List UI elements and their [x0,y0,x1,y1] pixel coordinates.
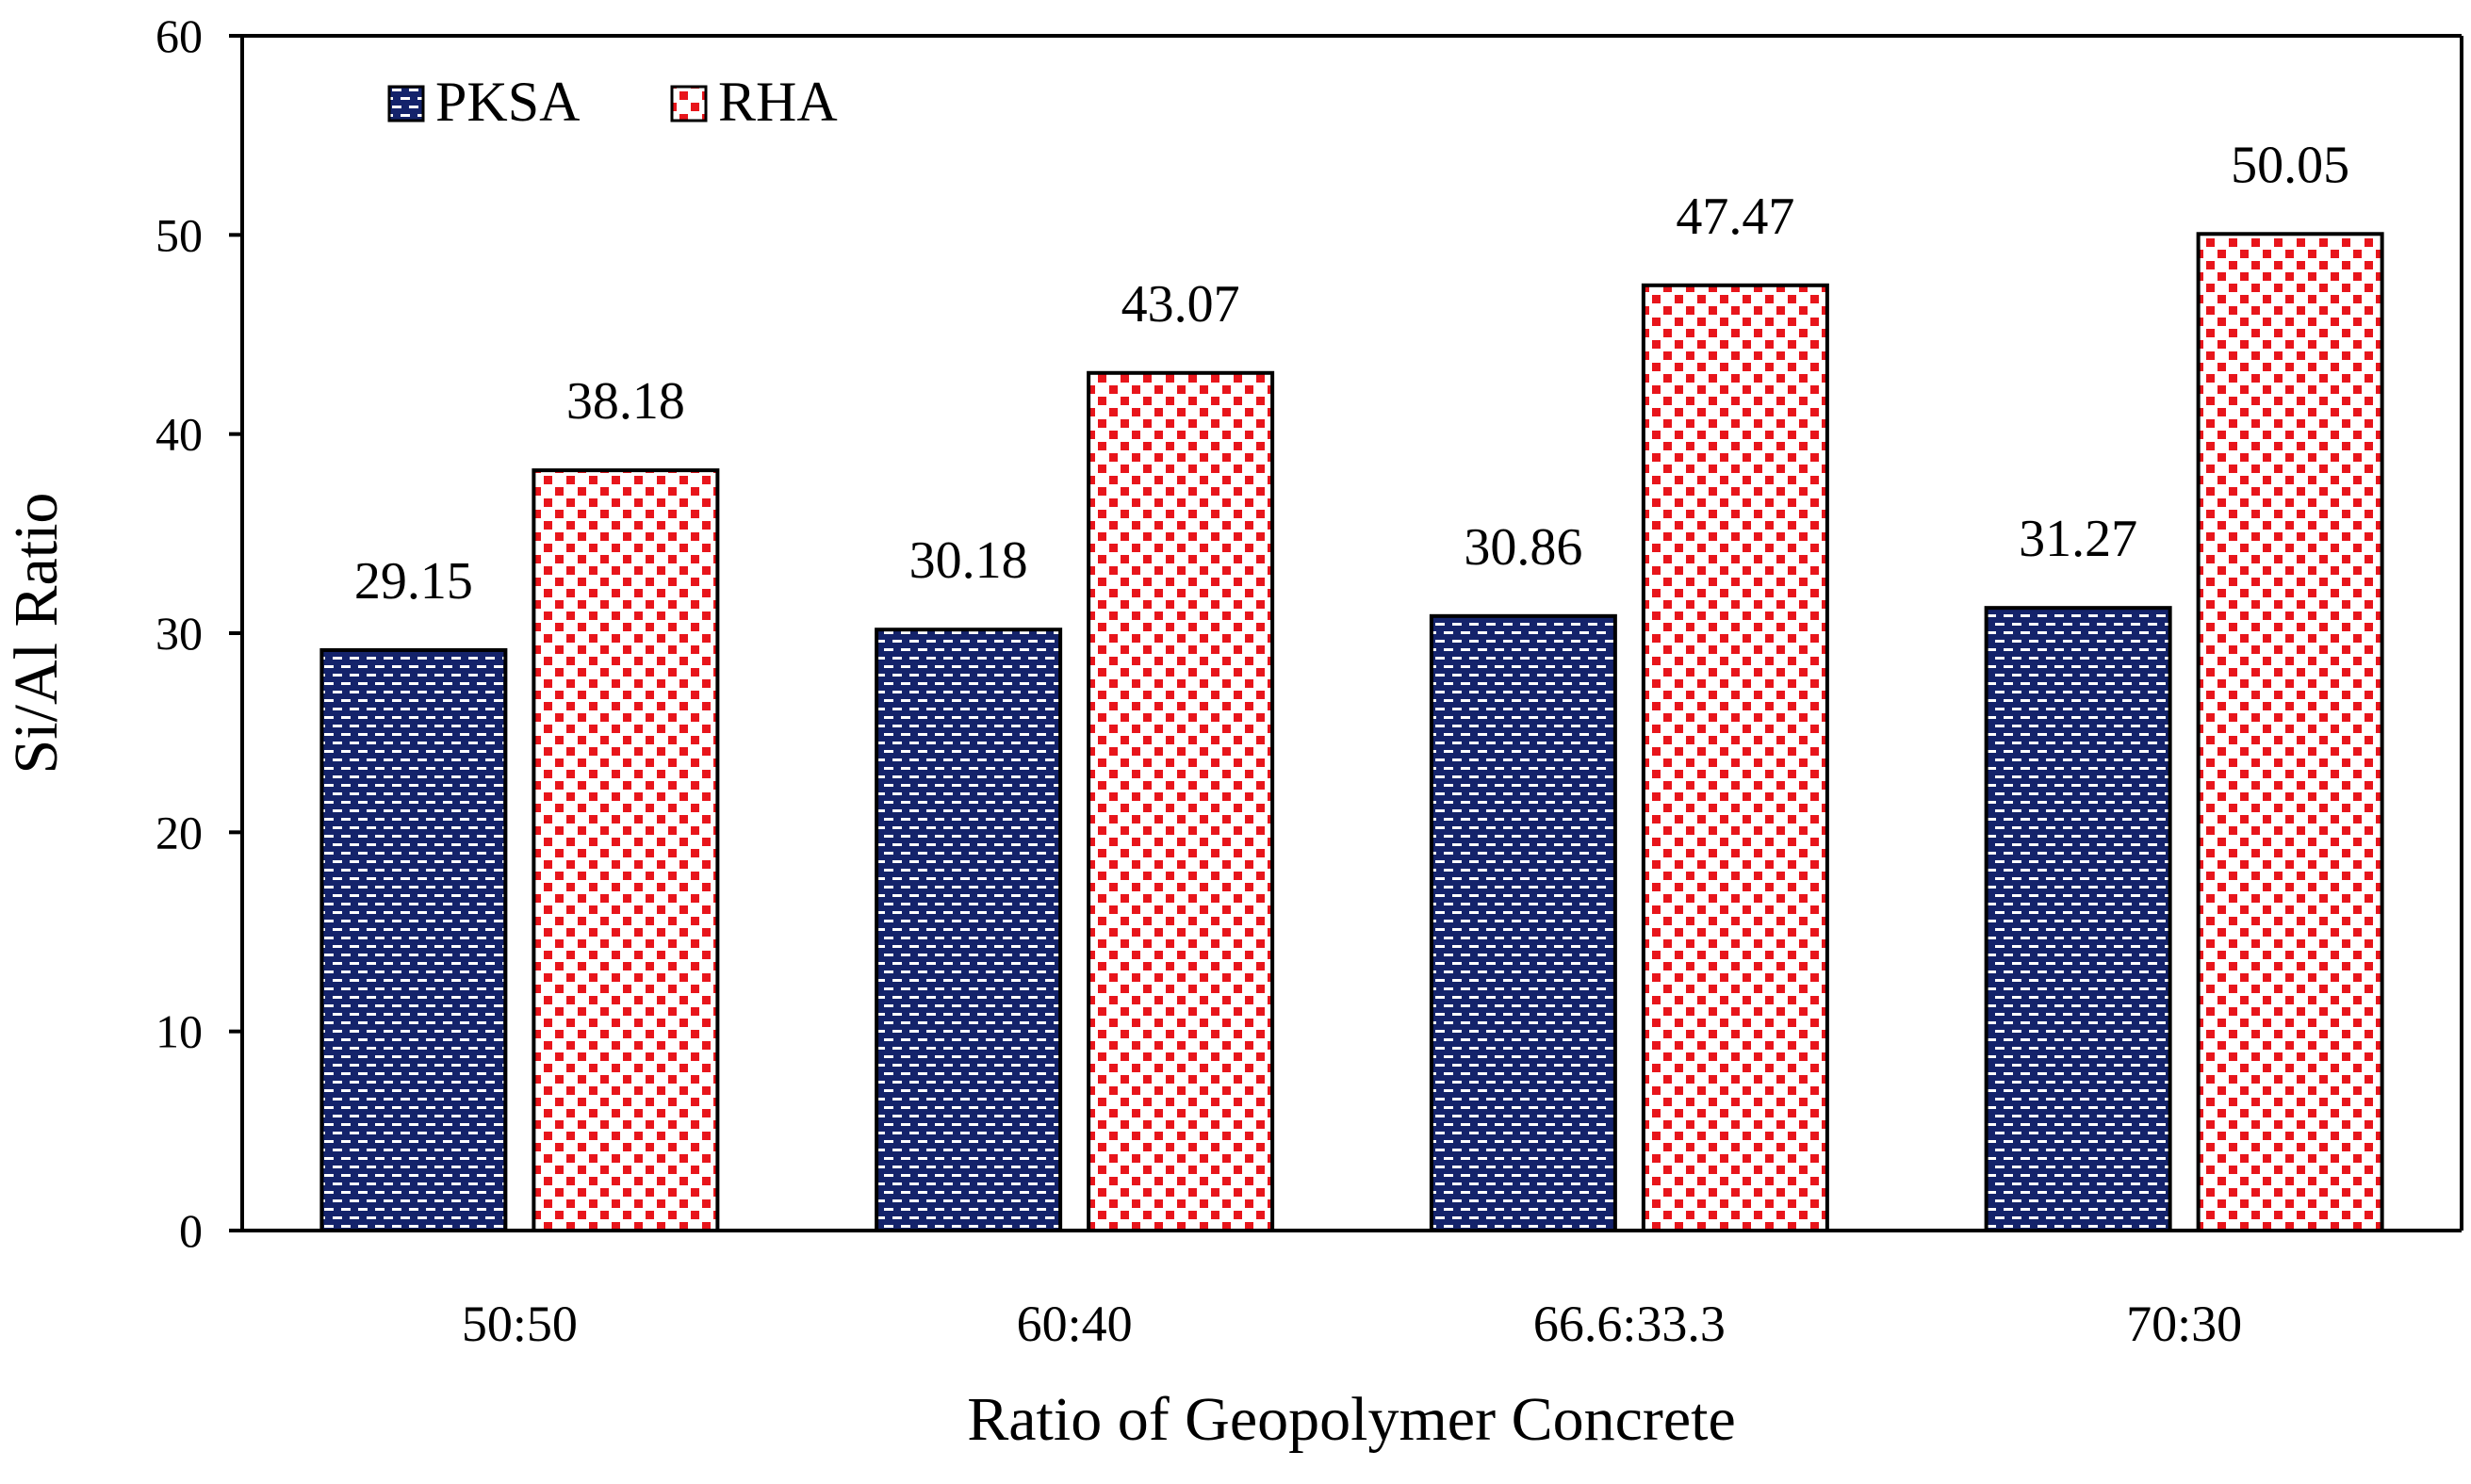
y-tick-label: 60 [155,9,203,62]
x-category-label: 50:50 [462,1296,578,1352]
bar-pksa-3 [1984,606,2172,1232]
data-label-rha-1: 43.07 [1121,275,1240,334]
x-category-label: 60:40 [1017,1296,1133,1352]
data-label-rha-2: 47.47 [1676,188,1794,246]
y-tick-label: 40 [155,408,203,461]
data-label-rha-0: 38.18 [566,372,685,431]
y-tick-label: 20 [155,806,203,858]
y-tick-label: 50 [155,208,203,261]
legend-swatch-pksa [387,85,425,122]
data-label-pksa-0: 29.15 [354,552,473,611]
y-axis-ticks: 0 10 20 30 40 50 60 [155,9,242,1257]
bar-rha-1 [1087,370,1275,1232]
y-axis-title: Si/Al Ratio [2,493,71,775]
bar-pksa-1 [875,628,1063,1232]
bar-rha-3 [2196,232,2384,1233]
x-axis-title: Ratio of Geopolymer Concrete [967,1385,1736,1454]
x-axis-category-labels: 50:50 60:40 66.6:33.3 70:30 [462,1296,2242,1352]
legend-label-pksa: PKSA [435,71,580,133]
legend-swatch-rha [670,85,708,122]
bar-pksa-0 [319,647,508,1232]
legend: PKSA RHA [387,71,838,133]
y-tick-label: 0 [179,1204,203,1257]
y-tick-label: 10 [155,1005,203,1058]
data-label-pksa-1: 30.18 [909,531,1028,590]
bar-rha-0 [532,468,720,1232]
y-tick-label: 30 [155,607,203,660]
data-label-rha-3: 50.05 [2231,136,2349,194]
x-category-label: 66.6:33.3 [1533,1296,1726,1352]
data-label-pksa-3: 31.27 [2019,510,2137,568]
x-category-label: 70:30 [2126,1296,2242,1352]
data-labels: 29.15 38.18 30.18 43.07 30.86 47.47 31.27 50.05 [354,136,2349,611]
legend-label-rha: RHA [718,71,838,133]
bar-rha-2 [1641,283,1829,1232]
bar-pksa-2 [1429,613,1617,1232]
bars [319,232,2384,1233]
data-label-pksa-2: 30.86 [1464,518,1582,577]
